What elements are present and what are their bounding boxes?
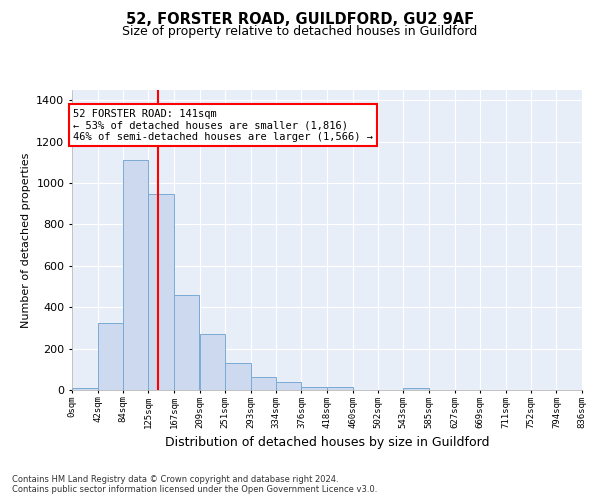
Bar bbox=[403, 388, 429, 390]
X-axis label: Distribution of detached houses by size in Guildford: Distribution of detached houses by size … bbox=[165, 436, 489, 449]
Text: Contains HM Land Registry data © Crown copyright and database right 2024.: Contains HM Land Registry data © Crown c… bbox=[12, 476, 338, 484]
Text: Size of property relative to detached houses in Guildford: Size of property relative to detached ho… bbox=[122, 25, 478, 38]
Bar bbox=[98, 323, 123, 390]
Bar bbox=[276, 382, 301, 390]
Bar bbox=[199, 334, 225, 390]
Bar bbox=[123, 160, 148, 390]
Bar bbox=[251, 376, 276, 390]
Bar bbox=[301, 387, 327, 390]
Text: Contains public sector information licensed under the Open Government Licence v3: Contains public sector information licen… bbox=[12, 486, 377, 494]
Bar bbox=[225, 363, 251, 390]
Text: 52, FORSTER ROAD, GUILDFORD, GU2 9AF: 52, FORSTER ROAD, GUILDFORD, GU2 9AF bbox=[126, 12, 474, 28]
Bar bbox=[72, 388, 98, 390]
Text: 52 FORSTER ROAD: 141sqm
← 53% of detached houses are smaller (1,816)
46% of semi: 52 FORSTER ROAD: 141sqm ← 53% of detache… bbox=[73, 108, 373, 142]
Y-axis label: Number of detached properties: Number of detached properties bbox=[20, 152, 31, 328]
Bar bbox=[327, 387, 353, 390]
Bar bbox=[174, 295, 199, 390]
Bar bbox=[148, 194, 174, 390]
